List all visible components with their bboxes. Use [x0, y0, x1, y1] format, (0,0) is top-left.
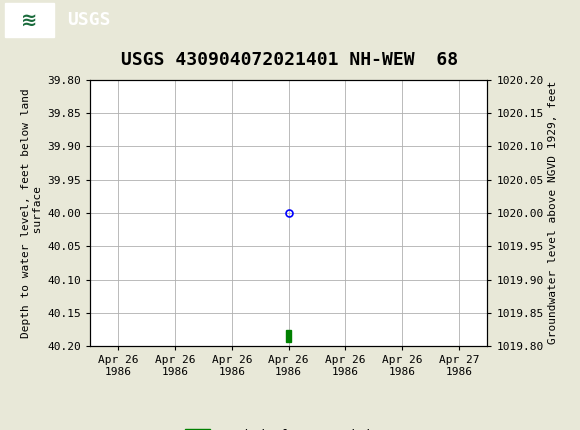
- Y-axis label: Groundwater level above NGVD 1929, feet: Groundwater level above NGVD 1929, feet: [548, 81, 557, 344]
- Bar: [287, 330, 291, 342]
- Text: ≋: ≋: [21, 10, 37, 30]
- Text: USGS 430904072021401 NH-WEW  68: USGS 430904072021401 NH-WEW 68: [121, 51, 459, 69]
- FancyBboxPatch shape: [5, 3, 54, 37]
- Text: USGS: USGS: [67, 11, 110, 29]
- Legend: Period of approved data: Period of approved data: [180, 424, 397, 430]
- Y-axis label: Depth to water level, feet below land
 surface: Depth to water level, feet below land su…: [21, 88, 43, 338]
